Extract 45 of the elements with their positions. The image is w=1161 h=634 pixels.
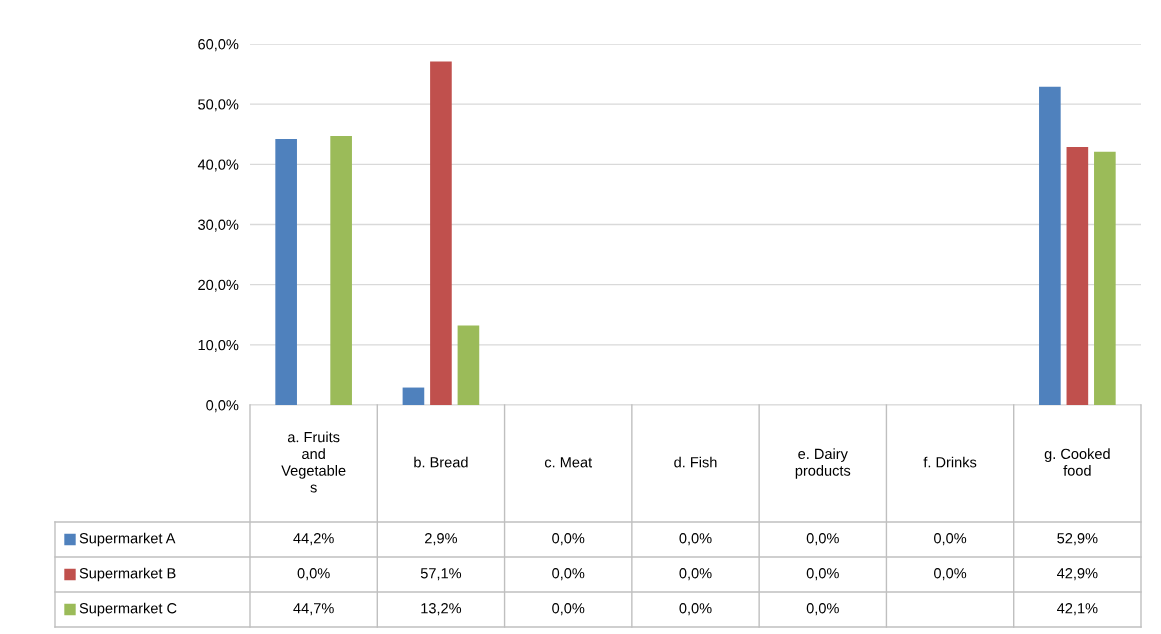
y-tick-label: 0,0%: [206, 400, 239, 413]
legend-label: Supermarket C: [79, 602, 177, 617]
data-label: 42,9%: [1057, 568, 1098, 581]
data-label: 0,0%: [552, 603, 585, 616]
data-label: 0,0%: [679, 533, 712, 546]
y-tick-label: 40,0%: [197, 159, 239, 172]
bar: [330, 136, 352, 405]
y-tick-label: 20,0%: [198, 279, 239, 292]
data-label: 44,2%: [293, 533, 334, 546]
y-tick-label: 30,0%: [198, 219, 239, 232]
data-label: 0,0%: [552, 533, 585, 546]
x-tick-label: f. Drinks: [923, 456, 977, 468]
y-tick-label: 50,0%: [198, 99, 239, 112]
data-label: 2,9%: [425, 533, 458, 546]
bar: [1039, 86, 1061, 405]
data-label: 0,0%: [806, 533, 839, 546]
data-label: 0,0%: [679, 568, 712, 581]
data-label: 44,7%: [293, 603, 334, 616]
x-tick-label: d. Fish: [674, 456, 717, 468]
data-label: 13,2%: [421, 603, 462, 616]
data-label: 57,1%: [420, 568, 462, 581]
data-label: 0,0%: [934, 568, 967, 581]
data-label: 0,0%: [806, 603, 839, 616]
data-label: 0,0%: [297, 568, 330, 581]
bar: [402, 387, 425, 405]
data-label: 0,0%: [679, 603, 712, 616]
y-tick-label: 10,0%: [198, 339, 239, 352]
legend-label: Supermarket A: [79, 532, 176, 547]
x-tick-label: e. Dairy products: [795, 448, 851, 479]
bar: [275, 139, 297, 405]
x-tick-label: g. Cooked food: [1044, 448, 1110, 476]
y-tick-label: 60,0%: [198, 39, 239, 52]
x-tick-label: c. Meat: [544, 457, 593, 468]
bar: [457, 325, 480, 405]
data-label: 42,1%: [1057, 603, 1098, 616]
bar: [430, 61, 452, 405]
legend-label: Supermarket B: [79, 567, 176, 582]
bar: [1094, 151, 1116, 405]
bar: [1066, 146, 1089, 405]
x-tick-label: a. Fruits and Vegetable s: [281, 431, 346, 493]
x-tick-label: b. Bread: [414, 456, 468, 468]
data-label: 0,0%: [934, 533, 967, 546]
data-label: 0,0%: [806, 568, 839, 581]
data-label: 52,9%: [1057, 533, 1098, 546]
data-label: 0,0%: [552, 568, 585, 581]
